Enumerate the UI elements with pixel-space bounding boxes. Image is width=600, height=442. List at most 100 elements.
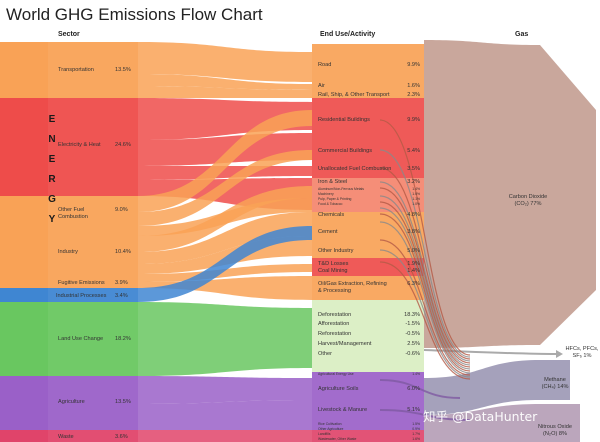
gas-thread	[379, 119, 471, 356]
gas-co2-flow	[424, 40, 540, 348]
end-use-label: Pulp, Paper & Printing	[318, 197, 351, 201]
energy-letter: R	[48, 174, 56, 185]
end-use-label: Aluminum/Non-Ferrous Metals	[318, 187, 364, 191]
end-use-label: Unallocated Fuel Combustion	[318, 166, 391, 172]
gas-label-co2: (CO₂) 77%	[514, 201, 541, 207]
end-use-value: 3.2%	[407, 179, 420, 185]
end-use-value: 3.8%	[407, 229, 420, 235]
sector-flow	[138, 42, 312, 82]
sector-flow	[138, 166, 312, 180]
sector-flow	[138, 226, 312, 302]
end-use-label: Livestock & Manure	[318, 407, 367, 413]
sector-label: Agriculture	[58, 399, 85, 405]
sector-value: 3.4%	[115, 293, 128, 299]
sector-band	[48, 274, 138, 288]
sector-flow	[138, 400, 312, 430]
end-use-value: 1.1%	[412, 197, 420, 201]
sector-bar	[0, 430, 48, 442]
gas-label-fgas: HFCs, PFCs,	[566, 346, 599, 352]
end-use-value: 1.9%	[407, 261, 420, 267]
end-use-value: 2.3%	[407, 92, 420, 98]
end-use-value: 1.5%	[412, 422, 420, 426]
sector-bar	[0, 42, 48, 98]
end-use-value: 0.9%	[412, 427, 420, 431]
end-use-label: Harvest/Management	[318, 341, 372, 347]
end-use-value: -0.5%	[405, 331, 420, 337]
sector-label: Waste	[58, 434, 74, 440]
gas-n2o-flow	[424, 404, 540, 442]
sector-band	[48, 236, 138, 274]
end-use-value: 4.8%	[407, 212, 420, 218]
end-use-label: Food & Tobacco	[318, 202, 343, 206]
end-use-label: Agriculture Soils	[318, 386, 359, 392]
end-use-label: Landfills	[318, 432, 331, 436]
end-use-value: 1.4%	[412, 187, 420, 191]
gas-ch4-flow	[424, 360, 540, 415]
end-use-label: Rail, Ship, & Other Transport	[318, 92, 390, 98]
gas-label-fgas: SF₆ 1%	[572, 353, 591, 359]
sector-flow	[138, 430, 312, 442]
sector-bar	[0, 302, 48, 376]
sector-label: Fugitive Emissions	[58, 280, 105, 286]
end-use-label: Rice Cultivation	[318, 422, 342, 426]
sector-value: 18.2%	[115, 336, 131, 342]
end-use-value: -1.5%	[405, 321, 420, 327]
sector-flow	[138, 150, 312, 226]
sector-label: Industry	[58, 249, 78, 255]
sector-flow	[138, 86, 312, 98]
gas-thread	[379, 181, 471, 362]
column-header-end-use: End Use/Activity	[320, 31, 376, 38]
end-use-label: Oil/Gas Extraction, Refining	[318, 281, 387, 287]
gas-thread	[379, 213, 471, 372]
sector-bar	[0, 98, 48, 196]
end-use-value: 1.4%	[412, 372, 420, 376]
sector-bar	[0, 376, 48, 430]
gas-ch4-block	[540, 360, 570, 400]
sector-label: Transportation	[58, 67, 94, 73]
end-use-label: & Processing	[318, 288, 351, 294]
gas-thread	[379, 221, 471, 374]
end-use-block	[312, 98, 424, 178]
energy-letter: G	[48, 194, 56, 205]
gas-label-n2o: Nitrous Oxide	[538, 424, 572, 430]
end-use-label: Deforestation	[318, 312, 351, 318]
sector-band	[48, 288, 138, 302]
end-use-block	[312, 372, 424, 430]
sector-label: Industrial Processes	[56, 293, 107, 299]
end-use-value: 1.6%	[407, 83, 420, 89]
end-use-label: Commercial Buildings	[318, 148, 372, 154]
gas-thread	[379, 187, 471, 364]
end-use-value: 2.5%	[407, 341, 420, 347]
watermark: 知乎 @DataHunter	[423, 409, 538, 424]
end-use-value: 1.4%	[407, 268, 420, 274]
sector-band	[48, 98, 138, 196]
end-use-value: -0.6%	[405, 351, 420, 357]
end-use-label: Residential Buildings	[318, 117, 370, 123]
energy-letter: E	[49, 154, 56, 165]
sector-flow	[138, 212, 312, 264]
end-use-value: 3.5%	[407, 166, 420, 172]
sector-flow	[138, 186, 312, 252]
sector-band	[48, 430, 138, 442]
end-use-block	[312, 258, 424, 276]
end-use-label: Other Industry	[318, 248, 354, 254]
sector-flow	[138, 110, 312, 212]
gas-thread	[379, 409, 471, 421]
sector-band	[48, 302, 138, 376]
sector-label: Combustion	[58, 214, 88, 220]
gas-thread	[379, 239, 471, 376]
end-use-value: 6.3%	[407, 281, 420, 287]
gas-co2-arrow	[540, 45, 596, 345]
end-use-label: Coal Mining	[318, 268, 348, 274]
sector-flow	[138, 302, 312, 376]
gas-thread	[379, 195, 471, 366]
sector-bar	[0, 236, 48, 274]
sector-bar	[0, 196, 48, 236]
sector-flow	[138, 74, 312, 90]
sector-label: Other Fuel	[58, 207, 84, 213]
gas-thread	[379, 167, 471, 360]
end-use-label: Afforestation	[318, 321, 349, 327]
sector-band	[48, 42, 138, 98]
end-use-value: 1.0%	[412, 192, 420, 196]
end-use-value: 9.9%	[407, 62, 420, 68]
